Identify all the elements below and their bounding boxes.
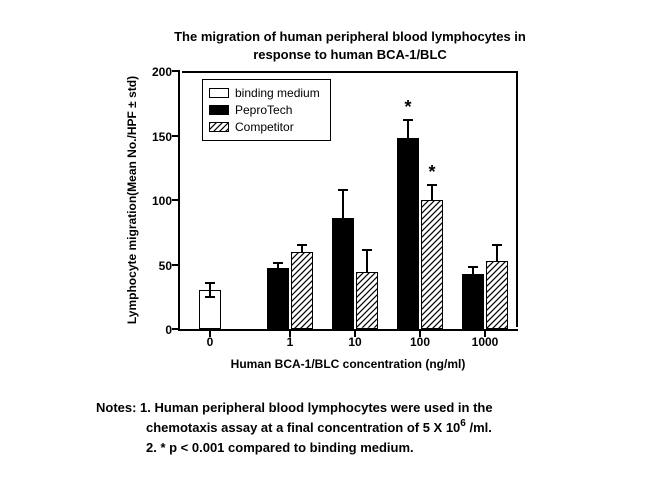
error-cap	[297, 244, 307, 246]
significance-marker: *	[404, 97, 411, 118]
error-cap	[273, 262, 283, 264]
bar-peprotech	[397, 138, 419, 329]
error-cap	[205, 282, 215, 284]
ytick	[172, 135, 180, 137]
bar-competitor	[291, 252, 313, 329]
legend-label: PeproTech	[235, 102, 292, 119]
x-axis-label: Human BCA-1/BLC concentration (ng/ml)	[178, 357, 518, 371]
swatch-solid-icon	[209, 105, 229, 115]
error-cap	[427, 184, 437, 186]
legend-label: Competitor	[235, 119, 294, 136]
error-cap	[362, 249, 372, 251]
note-line-3: 2. * p < 0.001 compared to binding mediu…	[146, 438, 493, 458]
title-line-1: The migration of human peripheral blood …	[174, 29, 526, 44]
ytick-label: 150	[152, 130, 172, 144]
bar-competitor	[486, 261, 508, 329]
note-line-2: chemotaxis assay at a final concentratio…	[146, 418, 493, 438]
ytick	[172, 70, 180, 72]
error-cap-lower	[205, 296, 215, 298]
swatch-open-icon	[209, 88, 229, 98]
ytick-label: 50	[159, 259, 172, 273]
significance-marker: *	[428, 162, 435, 183]
bar-peprotech	[332, 218, 354, 329]
xtick-label: 1	[287, 335, 294, 349]
plot-area: Lymphocyte migration(Mean No./HPF ± std)…	[178, 71, 518, 331]
xtick-label: 100	[410, 335, 430, 349]
error-cap	[468, 266, 478, 268]
bar-competitor	[356, 272, 378, 329]
error-cap	[338, 189, 348, 191]
bar-peprotech	[462, 274, 484, 329]
ytick	[172, 199, 180, 201]
error-cap	[492, 244, 502, 246]
notes-block: Notes: 1. Human peripheral blood lymphoc…	[96, 398, 493, 458]
xtick-label: 1000	[472, 335, 499, 349]
y-axis-label: Lymphocyte migration(Mean No./HPF ± std)	[125, 76, 139, 324]
note-2a: chemotaxis assay at a final concentratio…	[146, 420, 460, 435]
ytick-label: 0	[165, 323, 172, 337]
error-bar	[407, 120, 409, 138]
swatch-hatch-icon	[209, 122, 229, 132]
error-bar	[431, 185, 433, 200]
legend: binding medium PeproTech Competitor	[202, 79, 331, 141]
error-bar	[366, 250, 368, 272]
legend-item-binding-medium: binding medium	[209, 85, 320, 102]
note-2b: /ml.	[466, 420, 492, 435]
ytick-label: 100	[152, 194, 172, 208]
error-bar	[209, 283, 211, 291]
note-line-1: Notes: 1. Human peripheral blood lymphoc…	[96, 398, 493, 418]
ytick-label: 200	[152, 65, 172, 79]
ytick	[172, 328, 180, 330]
error-cap	[403, 119, 413, 121]
xtick-label: 10	[348, 335, 361, 349]
ytick	[172, 264, 180, 266]
legend-item-competitor: Competitor	[209, 119, 320, 136]
legend-label: binding medium	[235, 85, 320, 102]
bar-peprotech	[267, 268, 289, 329]
xtick-label: 0	[207, 335, 214, 349]
chart-container: The migration of human peripheral blood …	[130, 28, 570, 371]
legend-item-peprotech: PeproTech	[209, 102, 320, 119]
error-bar	[496, 245, 498, 260]
error-bar	[342, 190, 344, 218]
title-line-2: response to human BCA-1/BLC	[253, 47, 447, 62]
note-2-sup: 6	[460, 418, 466, 429]
bar-competitor	[421, 200, 443, 329]
chart-title: The migration of human peripheral blood …	[130, 28, 570, 63]
